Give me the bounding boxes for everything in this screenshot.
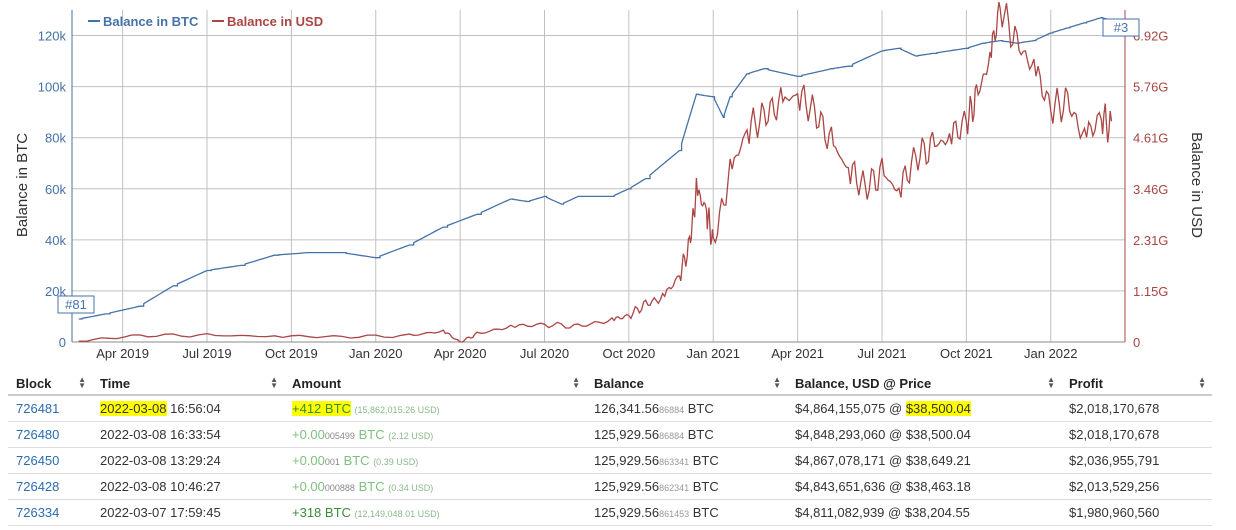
amount-cell: +318 BTC (12,149,048.01 USD) xyxy=(284,499,586,526)
y-right-tick-label: 5.76G xyxy=(1133,80,1168,95)
balance-usd-cell: $4,864,155,075 @ $38,500.04 xyxy=(787,395,1061,422)
amount-cell: +0.00001 BTC (0.39 USD) xyxy=(284,447,586,474)
date-highlight: 2022-03-08 xyxy=(100,401,167,416)
series-btc-line xyxy=(78,17,1112,320)
chart-axes: 0 20k 40k 60k 80k 100k 120k 0 1.15G 2.31G 3.46G 4.6… xyxy=(38,10,1168,361)
y-right-tick-label: 2.31G xyxy=(1133,233,1168,248)
y-axis-right-title: Balance in USD xyxy=(1188,132,1205,238)
profit-cell: $2,036,955,791 xyxy=(1061,447,1212,474)
sort-icon[interactable]: ▲ ▼ xyxy=(270,375,278,390)
balance-cell: 125,929.56863341 BTC xyxy=(586,447,787,474)
block-link[interactable]: 726428 xyxy=(16,479,60,494)
amount-highlight: +412 BTC xyxy=(292,401,351,416)
block-link[interactable]: 726334 xyxy=(16,505,60,520)
x-tick-label: Jul 2020 xyxy=(520,346,569,361)
col-balance-usd[interactable]: Balance, USD @ Price ▲ ▼ xyxy=(787,372,1061,396)
balance-cell: 125,929.5686884 BTC xyxy=(586,421,787,448)
col-block[interactable]: Block ▲ ▼ xyxy=(8,372,92,396)
chart-legend[interactable]: Balance in BTC Balance in USD xyxy=(88,14,323,29)
x-tick-label: Jan 2022 xyxy=(1024,346,1078,361)
table-row: 726428 2022-03-08 10:46:27 +0.00000888 B… xyxy=(8,473,1212,500)
profit-cell: $2,013,529,256 xyxy=(1061,473,1212,500)
transactions-table: Block ▲ ▼ Time ▲ ▼ Amount ▲ ▼ Balance ▲ ▼ Balanc… xyxy=(8,372,1212,526)
annotation-start-label: #81 xyxy=(65,297,87,312)
chart-series xyxy=(78,1,1113,343)
y-left-tick-label: 0 xyxy=(59,335,66,350)
x-tick-label: Oct 2020 xyxy=(602,346,655,361)
table-row: 726450 2022-03-08 13:29:24 +0.00001 BTC … xyxy=(8,447,1212,474)
y-axis-left-title: Balance in BTC xyxy=(14,133,31,237)
y-left-tick-label: 60k xyxy=(45,182,66,197)
table-row: 726480 2022-03-08 16:33:54 +0.00005499 B… xyxy=(8,421,1212,448)
y-right-tick-label: 0 xyxy=(1133,335,1140,350)
balance-usd-cell: $4,848,293,060 @ $38,500.04 xyxy=(787,421,1061,448)
time-cell: 2022-03-08 16:56:04 xyxy=(92,395,284,422)
sort-icon[interactable]: ▲ ▼ xyxy=(572,375,580,390)
col-profit[interactable]: Profit ▲ ▼ xyxy=(1061,372,1212,396)
x-tick-label: Jul 2019 xyxy=(182,346,231,361)
series-usd-line xyxy=(78,1,1113,343)
sort-icon[interactable]: ▲ ▼ xyxy=(78,375,86,390)
x-tick-label: Apr 2020 xyxy=(434,346,487,361)
x-tick-label: Oct 2019 xyxy=(265,346,318,361)
balance-chart: 0 20k 40k 60k 80k 100k 120k 0 1.15G 2.31G 3.46G 4.6… xyxy=(14,1,1205,361)
balance-usd-cell: $4,811,082,939 @ $38,204.55 xyxy=(787,499,1061,526)
block-link[interactable]: 726481 xyxy=(16,401,60,416)
y-left-tick-label: 100k xyxy=(38,80,67,95)
y-right-tick-label: 6.92G xyxy=(1133,29,1168,44)
y-left-tick-label: 20k xyxy=(45,284,66,299)
x-tick-label: Apr 2019 xyxy=(96,346,149,361)
col-balance[interactable]: Balance ▲ ▼ xyxy=(586,372,787,396)
sort-icon[interactable]: ▲ ▼ xyxy=(1198,375,1206,390)
balance-usd-cell: $4,843,651,636 @ $38,463.18 xyxy=(787,473,1061,500)
y-left-tick-label: 120k xyxy=(38,29,67,44)
y-right-tick-label: 4.61G xyxy=(1133,131,1168,146)
profit-cell: $2,018,170,678 xyxy=(1061,395,1212,422)
profit-cell: $1,980,960,560 xyxy=(1061,499,1212,526)
balance-cell: 125,929.56862341 BTC xyxy=(586,473,787,500)
y-left-tick-label: 80k xyxy=(45,131,66,146)
x-tick-label: Oct 2021 xyxy=(940,346,993,361)
amount-cell: +0.00000888 BTC (0.34 USD) xyxy=(284,473,586,500)
time-cell: 2022-03-08 10:46:27 xyxy=(92,473,284,500)
time-cell: 2022-03-07 17:59:45 xyxy=(92,499,284,526)
block-link[interactable]: 726450 xyxy=(16,453,60,468)
table-header-row: Block ▲ ▼ Time ▲ ▼ Amount ▲ ▼ Balance ▲ ▼ Balanc… xyxy=(8,372,1212,396)
y-right-tick-label: 3.46G xyxy=(1133,182,1168,197)
x-tick-label: Apr 2021 xyxy=(771,346,824,361)
chart-grid xyxy=(72,10,1125,343)
x-tick-label: Jan 2021 xyxy=(687,346,741,361)
y-right-tick-label: 1.15G xyxy=(1133,284,1168,299)
annotation-end-label: #3 xyxy=(1114,20,1128,35)
legend-usd-label[interactable]: Balance in USD xyxy=(227,14,323,29)
annotation-start: #81 xyxy=(57,295,95,314)
profit-cell: $2,018,170,678 xyxy=(1061,421,1212,448)
table-row: 726334 2022-03-07 17:59:45 +318 BTC (12,… xyxy=(8,499,1212,526)
col-amount[interactable]: Amount ▲ ▼ xyxy=(284,372,586,396)
sort-icon[interactable]: ▲ ▼ xyxy=(773,375,781,390)
legend-btc-label[interactable]: Balance in BTC xyxy=(103,14,199,29)
annotation-end: #3 xyxy=(1102,18,1140,37)
table-row: 726481 2022-03-08 16:56:04 +412 BTC (15,… xyxy=(8,395,1212,422)
balance-cell: 126,341.5686884 BTC xyxy=(586,395,787,422)
balance-cell: 125,929.56861453 BTC xyxy=(586,499,787,526)
time-cell: 2022-03-08 13:29:24 xyxy=(92,447,284,474)
y-left-tick-label: 40k xyxy=(45,233,66,248)
time-cell: 2022-03-08 16:33:54 xyxy=(92,421,284,448)
amount-cell: +412 BTC (15,862,015.26 USD) xyxy=(284,395,586,422)
sort-icon[interactable]: ▲ ▼ xyxy=(1047,375,1055,390)
col-time[interactable]: Time ▲ ▼ xyxy=(92,372,284,396)
amount-cell: +0.00005499 BTC (2.12 USD) xyxy=(284,421,586,448)
block-link[interactable]: 726480 xyxy=(16,427,60,442)
x-tick-label: Jan 2020 xyxy=(349,346,403,361)
x-tick-label: Jul 2021 xyxy=(857,346,906,361)
price-highlight: $38,500.04 xyxy=(905,401,971,416)
balance-usd-cell: $4,867,078,171 @ $38,649.21 xyxy=(787,447,1061,474)
